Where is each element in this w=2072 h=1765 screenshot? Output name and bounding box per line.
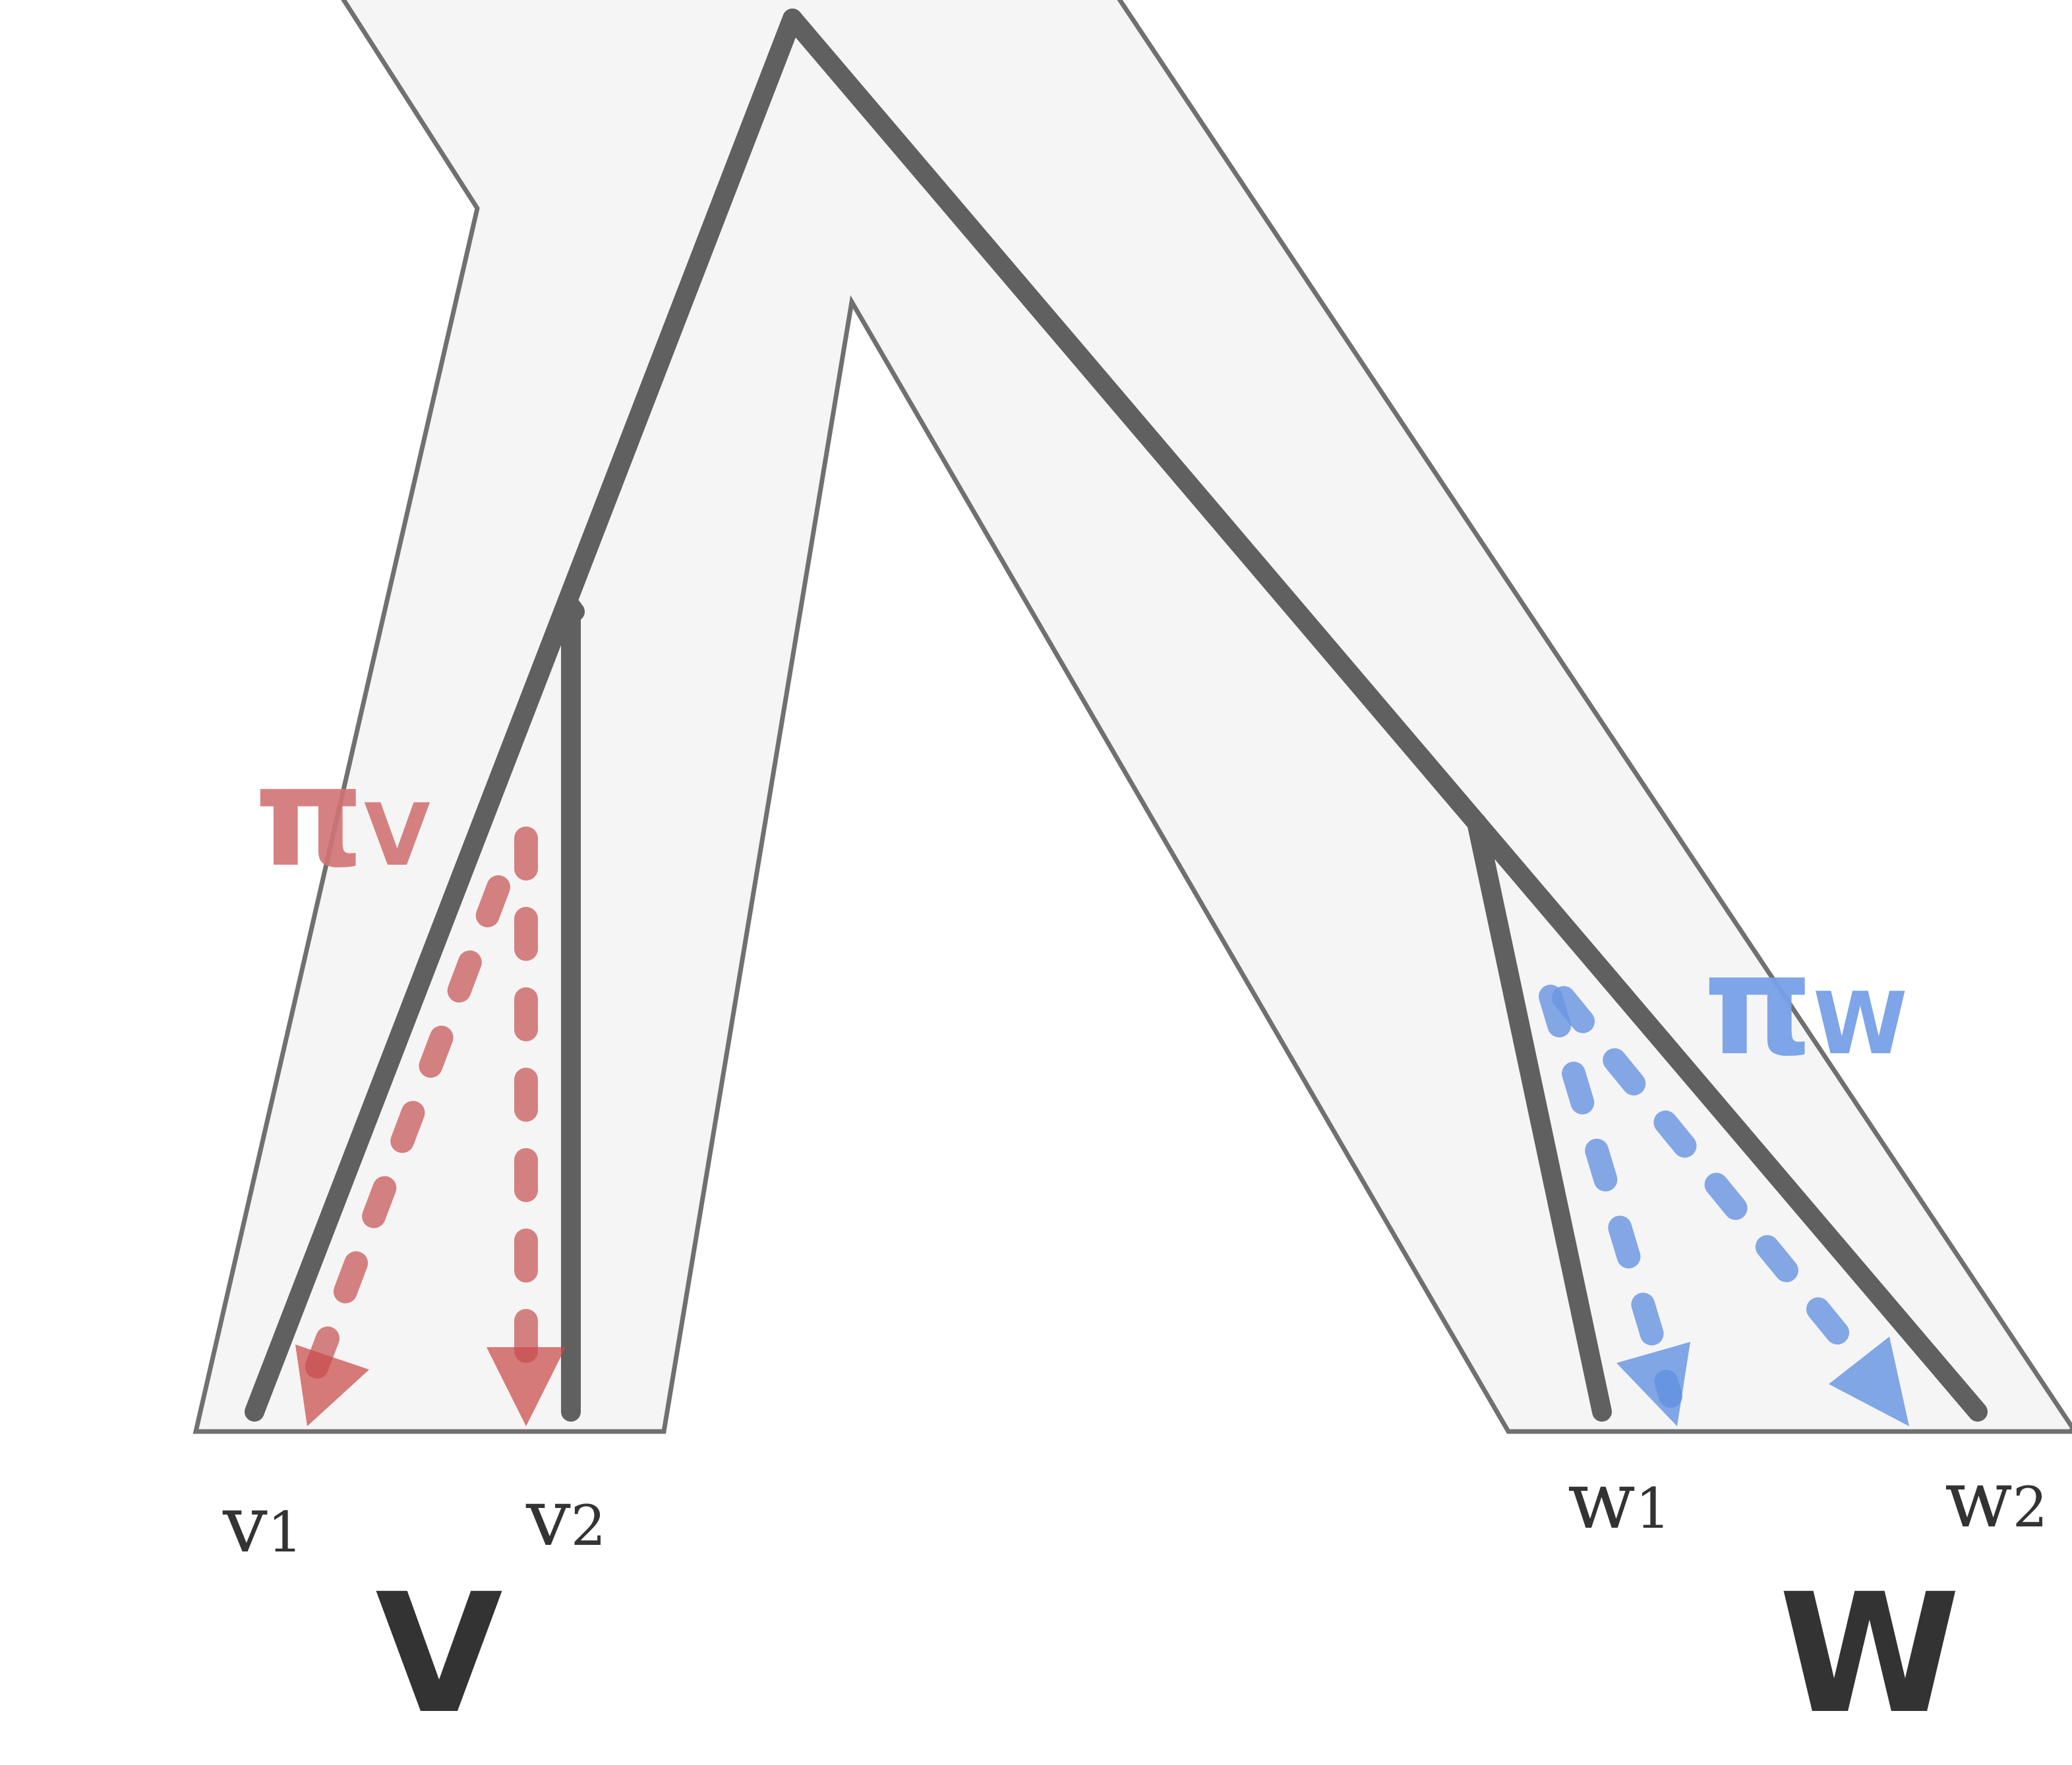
gene-branch-to-w2 [783, 9, 1988, 1422]
map-w-arrowhead-1 [1616, 1342, 1690, 1426]
map-v-arrow-line-1 [298, 875, 510, 1397]
leaf-label-v2: v2 [525, 1472, 606, 1564]
species-tree [192, 0, 2072, 1434]
gene-branch-to-v2 [561, 596, 585, 1422]
clade-label-v: V [375, 1558, 502, 1750]
leaf-label-v1: v1 [222, 1479, 303, 1571]
species-tree-tube [192, 0, 2072, 1434]
map-w-arrow-line-1 [1539, 985, 1682, 1408]
map-label-pi-v: πV [254, 736, 430, 898]
map-pi-v-arrows [295, 826, 566, 1426]
gene-branch-to-w1 [1467, 813, 1612, 1422]
map-pi-w-arrows [1539, 985, 1909, 1426]
map-label-pi-w: πW [1703, 925, 1908, 1086]
gene-branch-to-v1 [245, 9, 802, 1422]
map-w-arrowhead-2 [1829, 1337, 1909, 1426]
map-w-arrow-line-2 [1552, 986, 1852, 1348]
clade-label-w: W [1779, 1558, 1961, 1750]
leaf-label-w1: w1 [1568, 1455, 1671, 1547]
leaf-label-w2: w2 [1945, 1454, 2048, 1546]
map-v-arrowhead-1 [295, 1345, 369, 1426]
map-v-arrowhead-2 [487, 1347, 566, 1426]
gene-tree [245, 9, 1988, 1422]
